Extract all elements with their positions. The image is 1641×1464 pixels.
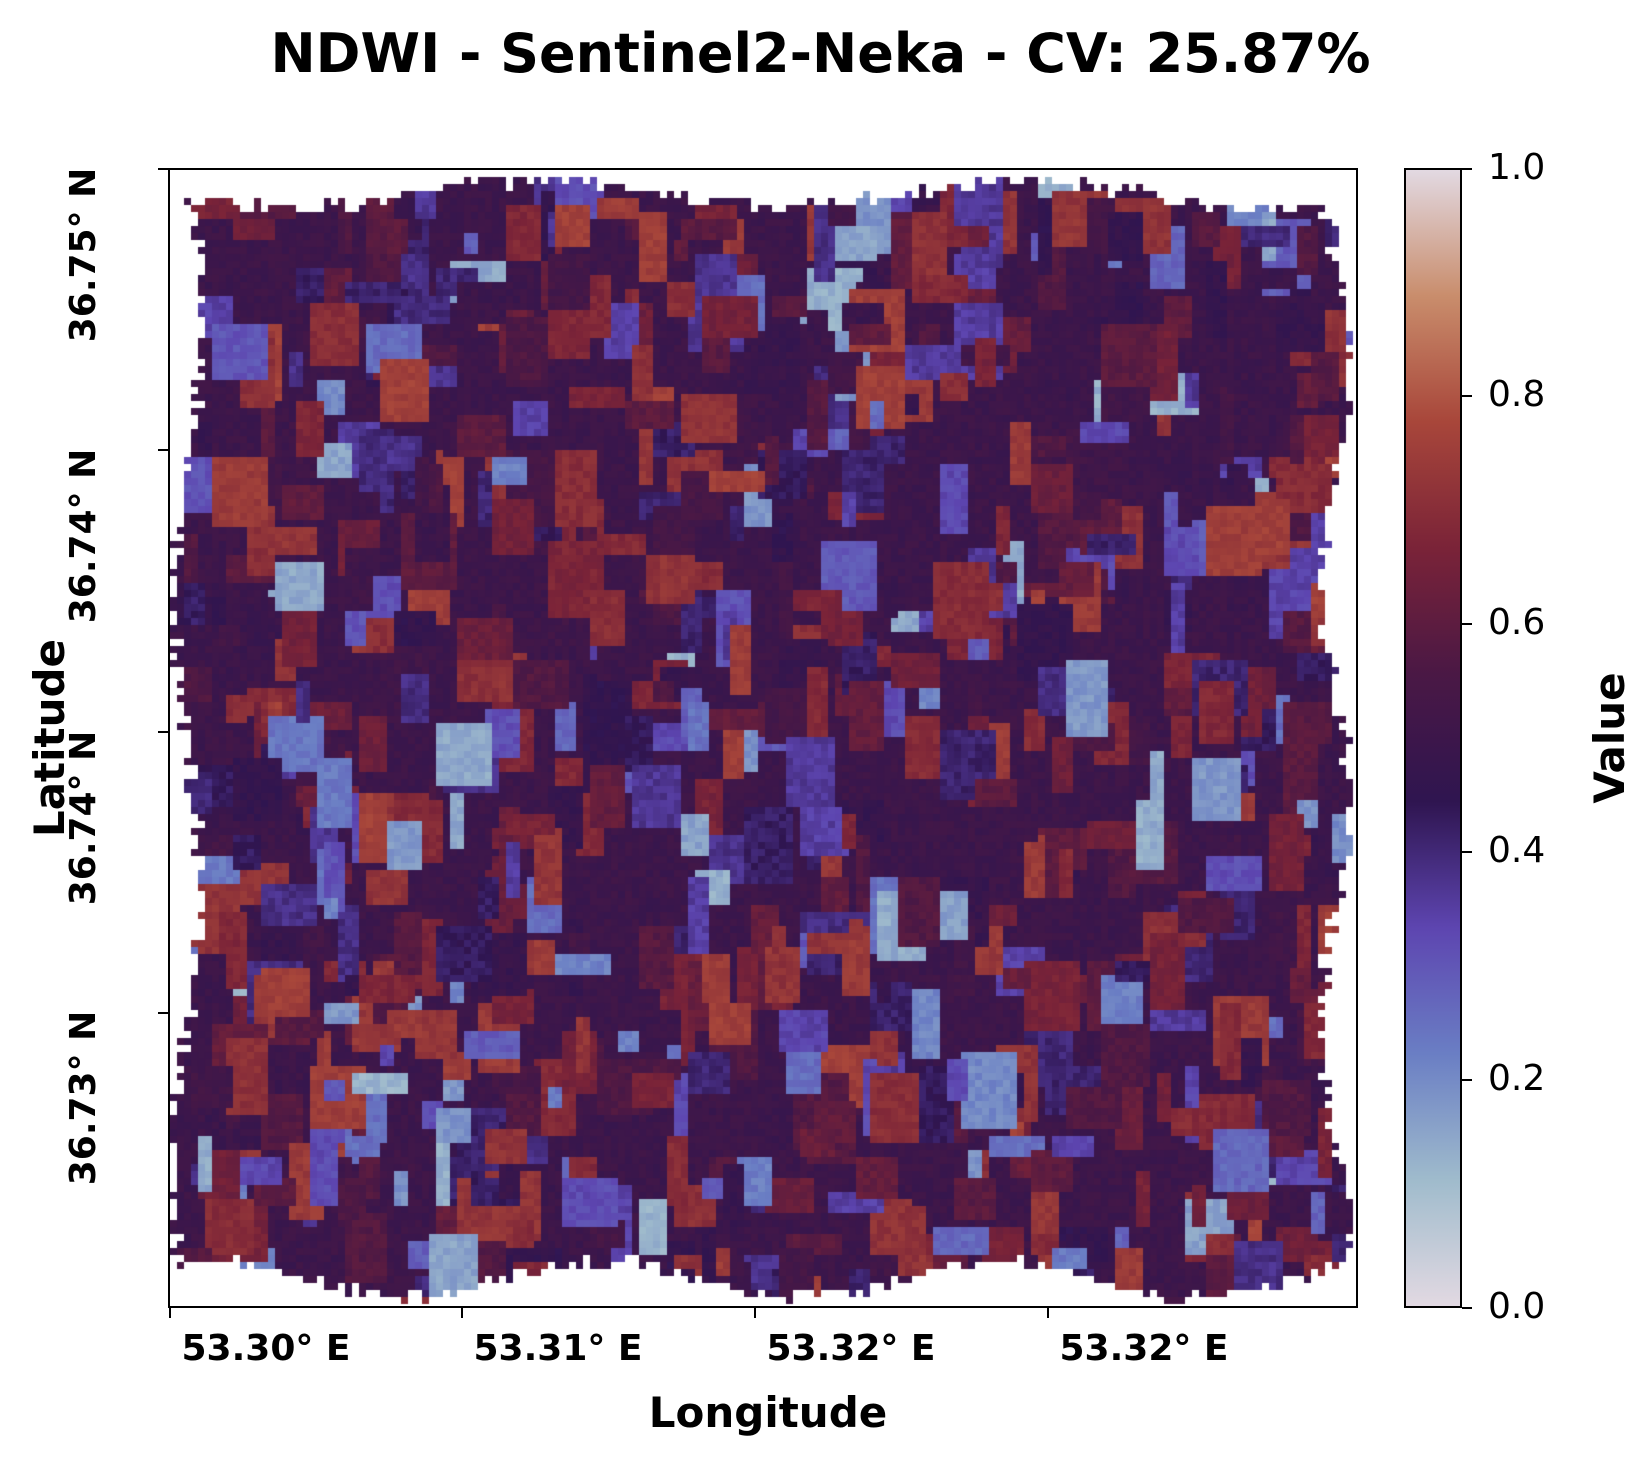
colorbar-tick: [1462, 1307, 1472, 1309]
y-tick: [158, 731, 168, 733]
colorbar-tick: [1462, 395, 1472, 397]
colorbar-label: Value: [1585, 672, 1634, 804]
colorbar-tick-label: 0.6: [1488, 602, 1546, 643]
y-tick: [158, 1012, 168, 1014]
x-tick-label: 53.32° E: [766, 1328, 936, 1369]
ndwi-raster: [170, 170, 1356, 1306]
x-tick: [754, 1308, 756, 1318]
colorbar-tick-label: 0.2: [1488, 1058, 1546, 1099]
x-axis-label: Longitude: [648, 1388, 888, 1437]
y-tick-label: 36.75° N: [63, 167, 104, 343]
colorbar: [1404, 168, 1462, 1308]
colorbar-tick: [1462, 168, 1472, 170]
x-tick: [169, 1308, 171, 1318]
x-tick-label: 53.30° E: [181, 1328, 351, 1369]
y-tick-label: 36.73° N: [63, 1010, 104, 1186]
colorbar-tick: [1462, 623, 1472, 625]
x-tick: [1047, 1308, 1049, 1318]
chart-title: NDWI - Sentinel2-Neka - CV: 25.87%: [270, 22, 1371, 85]
y-tick: [158, 168, 168, 170]
colorbar-tick-label: 0.8: [1488, 374, 1546, 415]
colorbar-tick: [1462, 1079, 1472, 1081]
colorbar-tick-label: 0.0: [1488, 1286, 1546, 1327]
colorbar-tick: [1462, 851, 1472, 853]
y-axis-label: Latitude: [25, 638, 74, 838]
map-plot-area: [168, 168, 1358, 1308]
colorbar-tick-label: 1.0: [1488, 147, 1546, 188]
y-tick: [158, 449, 168, 451]
colorbar-tick-label: 0.4: [1488, 830, 1546, 871]
x-tick-label: 53.32° E: [1059, 1328, 1229, 1369]
x-tick-label: 53.31° E: [473, 1328, 643, 1369]
x-tick: [461, 1308, 463, 1318]
